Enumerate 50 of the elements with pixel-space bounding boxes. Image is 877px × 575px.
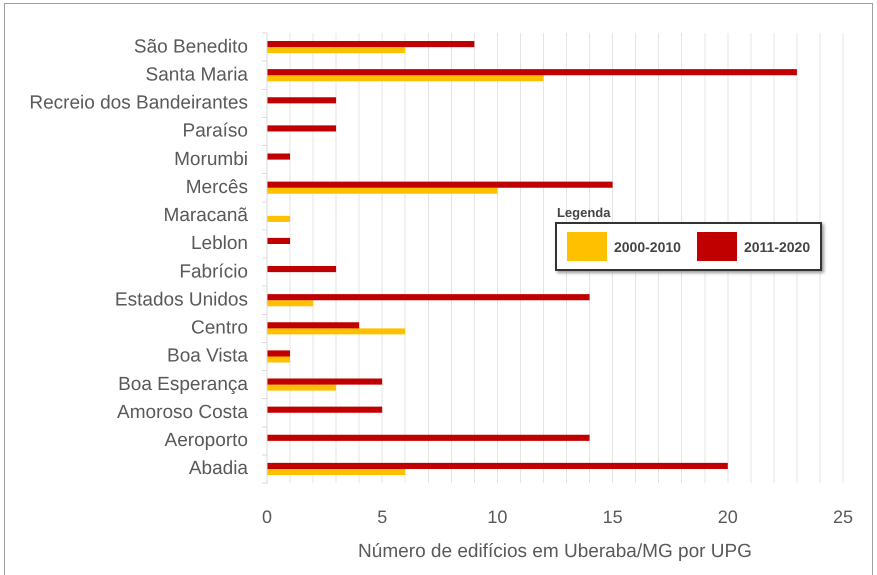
bar: [268, 406, 382, 413]
x-tick-label: 25: [832, 506, 854, 527]
bar: [268, 328, 406, 334]
bar: [268, 182, 613, 188]
bar: [268, 434, 590, 441]
bar: [268, 97, 336, 104]
bar: [268, 356, 290, 362]
y-tick-label: São Benedito: [134, 36, 248, 58]
bar: [268, 75, 544, 82]
bar: [268, 468, 406, 475]
y-tick-label: Boa Vista: [167, 346, 248, 367]
x-tick-label: 20: [718, 506, 738, 527]
x-tick-label: 0: [262, 506, 272, 527]
y-tick-label: Mercês: [186, 176, 248, 198]
bar: [268, 300, 314, 306]
y-tick-label: Recreio dos Bandeirantes: [29, 92, 248, 114]
bar: [268, 238, 290, 244]
x-tick-label: 15: [602, 506, 623, 527]
y-tick-label: Aeroporto: [164, 430, 248, 452]
y-tick-label: Centro: [190, 318, 248, 339]
bar: [268, 378, 382, 385]
y-tick-label: Boa Esperança: [118, 374, 248, 395]
y-tick-label: Estados Unidos: [114, 289, 248, 310]
legend-label: 2000-2010: [614, 238, 681, 254]
y-tick-label: Santa Maria: [146, 64, 248, 86]
bar: [268, 294, 590, 300]
bar: [268, 462, 728, 469]
bar: [268, 69, 797, 76]
bar: [268, 350, 290, 356]
bar: [268, 266, 336, 272]
y-tick-label: Leblon: [190, 233, 248, 254]
legend-label: 2011-2020: [744, 238, 810, 254]
x-axis-title: Número de edifícios em Uberaba/MG por UPG: [358, 540, 752, 562]
bar: [268, 322, 360, 328]
bar: [268, 125, 336, 132]
y-tick-label: Fabrício: [179, 261, 248, 282]
y-tick-label: Paraíso: [182, 120, 248, 142]
bar: [268, 216, 290, 222]
y-tick-label: Amoroso Costa: [117, 402, 248, 423]
x-tick-label: 5: [377, 506, 388, 527]
bar: [268, 188, 498, 194]
legend-title: Legenda: [556, 205, 612, 220]
bar: [268, 41, 474, 48]
bar: [268, 47, 406, 54]
bar: [268, 154, 290, 160]
bar: [268, 384, 336, 391]
y-tick-label: Morumbi: [174, 148, 248, 170]
y-tick-label: Abadia: [188, 458, 248, 480]
x-tick-label: 10: [487, 506, 508, 527]
y-tick-label: Maracanã: [164, 205, 248, 226]
